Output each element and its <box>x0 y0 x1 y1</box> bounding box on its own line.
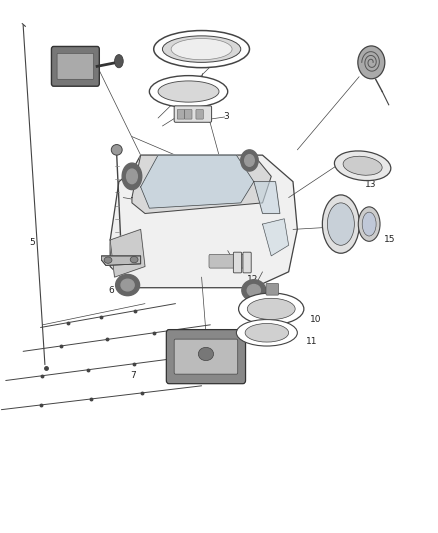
Ellipse shape <box>198 348 214 361</box>
Text: 4: 4 <box>84 53 90 62</box>
Ellipse shape <box>121 279 134 291</box>
Text: 7: 7 <box>130 370 135 379</box>
Ellipse shape <box>154 30 250 68</box>
Ellipse shape <box>127 169 138 184</box>
FancyBboxPatch shape <box>51 46 99 86</box>
Ellipse shape <box>358 46 385 79</box>
Polygon shape <box>262 219 289 256</box>
Polygon shape <box>110 229 145 277</box>
Ellipse shape <box>241 150 258 171</box>
Polygon shape <box>254 182 280 214</box>
Text: 1: 1 <box>223 50 229 59</box>
Text: 3: 3 <box>223 112 229 122</box>
FancyBboxPatch shape <box>57 53 94 79</box>
Ellipse shape <box>335 151 391 181</box>
Ellipse shape <box>104 257 112 263</box>
Polygon shape <box>141 155 254 208</box>
FancyBboxPatch shape <box>233 252 242 273</box>
Ellipse shape <box>130 256 138 263</box>
Ellipse shape <box>322 195 359 253</box>
Text: 5: 5 <box>30 238 35 247</box>
Ellipse shape <box>239 293 304 325</box>
Ellipse shape <box>162 36 241 62</box>
Polygon shape <box>102 256 141 265</box>
Text: 10: 10 <box>311 315 322 324</box>
FancyBboxPatch shape <box>174 106 212 122</box>
Ellipse shape <box>247 298 295 319</box>
Ellipse shape <box>116 274 140 296</box>
Ellipse shape <box>362 212 376 236</box>
Polygon shape <box>110 155 297 288</box>
FancyBboxPatch shape <box>185 110 192 119</box>
Ellipse shape <box>327 203 354 245</box>
FancyBboxPatch shape <box>166 329 246 384</box>
Polygon shape <box>132 155 271 214</box>
Ellipse shape <box>237 319 297 346</box>
FancyBboxPatch shape <box>177 110 185 119</box>
Text: 16: 16 <box>365 62 376 70</box>
FancyBboxPatch shape <box>174 339 238 374</box>
FancyBboxPatch shape <box>209 254 247 268</box>
Text: 11: 11 <box>306 337 318 346</box>
Text: 6: 6 <box>108 286 114 295</box>
Text: 13: 13 <box>365 180 376 189</box>
Text: 8: 8 <box>234 366 240 374</box>
Ellipse shape <box>149 76 228 108</box>
Ellipse shape <box>122 163 142 190</box>
Text: 2: 2 <box>219 84 225 93</box>
Ellipse shape <box>343 156 382 175</box>
Ellipse shape <box>171 38 232 60</box>
Ellipse shape <box>245 155 254 166</box>
Ellipse shape <box>242 280 266 301</box>
Text: 15: 15 <box>385 236 396 245</box>
Ellipse shape <box>115 54 123 68</box>
Text: 12: 12 <box>247 275 259 284</box>
Ellipse shape <box>245 324 289 342</box>
Ellipse shape <box>158 81 219 102</box>
FancyBboxPatch shape <box>196 110 203 119</box>
FancyBboxPatch shape <box>266 284 279 295</box>
FancyBboxPatch shape <box>243 252 251 273</box>
Ellipse shape <box>358 207 380 241</box>
Ellipse shape <box>247 285 261 296</box>
Ellipse shape <box>111 144 122 155</box>
